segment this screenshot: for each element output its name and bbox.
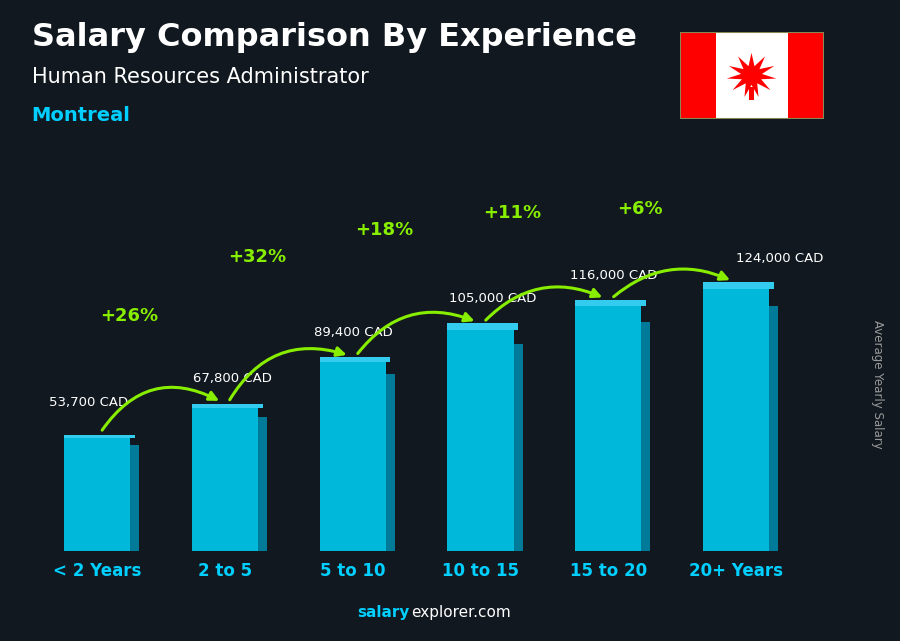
Text: salary: salary bbox=[357, 606, 410, 620]
Bar bbox=[386, 374, 395, 551]
Text: 53,700 CAD: 53,700 CAD bbox=[49, 396, 128, 409]
FancyArrowPatch shape bbox=[358, 312, 472, 353]
Bar bbox=[703, 285, 770, 551]
Text: 89,400 CAD: 89,400 CAD bbox=[314, 326, 393, 339]
Bar bbox=[575, 302, 642, 551]
Text: +6%: +6% bbox=[617, 200, 663, 218]
Text: Human Resources Administrator: Human Resources Administrator bbox=[32, 67, 368, 87]
Bar bbox=[64, 436, 130, 551]
Bar bbox=[788, 32, 824, 119]
Bar bbox=[447, 324, 518, 329]
Bar bbox=[320, 359, 386, 551]
Text: 105,000 CAD: 105,000 CAD bbox=[448, 292, 536, 306]
Text: 124,000 CAD: 124,000 CAD bbox=[736, 252, 824, 265]
Bar bbox=[642, 322, 651, 551]
Bar bbox=[514, 344, 523, 551]
FancyArrowPatch shape bbox=[230, 348, 344, 400]
Text: explorer.com: explorer.com bbox=[411, 606, 511, 620]
Bar bbox=[716, 32, 788, 119]
Bar bbox=[447, 326, 514, 551]
Bar bbox=[130, 445, 140, 551]
Text: +18%: +18% bbox=[356, 221, 414, 239]
Bar bbox=[320, 357, 391, 362]
Text: +11%: +11% bbox=[483, 204, 542, 222]
Polygon shape bbox=[727, 53, 776, 97]
Bar bbox=[575, 299, 646, 306]
Text: Average Yearly Salary: Average Yearly Salary bbox=[871, 320, 884, 449]
Bar bbox=[770, 306, 778, 551]
FancyArrowPatch shape bbox=[103, 387, 216, 430]
Text: Salary Comparison By Experience: Salary Comparison By Experience bbox=[32, 22, 636, 53]
FancyArrowPatch shape bbox=[614, 269, 727, 297]
FancyArrowPatch shape bbox=[486, 287, 599, 320]
Bar bbox=[749, 87, 754, 101]
Bar bbox=[680, 32, 716, 119]
Bar bbox=[192, 404, 263, 408]
Text: 116,000 CAD: 116,000 CAD bbox=[570, 269, 657, 282]
Text: Montreal: Montreal bbox=[32, 106, 130, 125]
Text: +32%: +32% bbox=[228, 247, 286, 265]
Text: +26%: +26% bbox=[100, 308, 158, 326]
Text: 67,800 CAD: 67,800 CAD bbox=[194, 372, 272, 385]
Bar bbox=[258, 417, 267, 551]
Bar bbox=[192, 406, 258, 551]
Bar bbox=[64, 435, 135, 438]
Bar bbox=[703, 282, 774, 289]
